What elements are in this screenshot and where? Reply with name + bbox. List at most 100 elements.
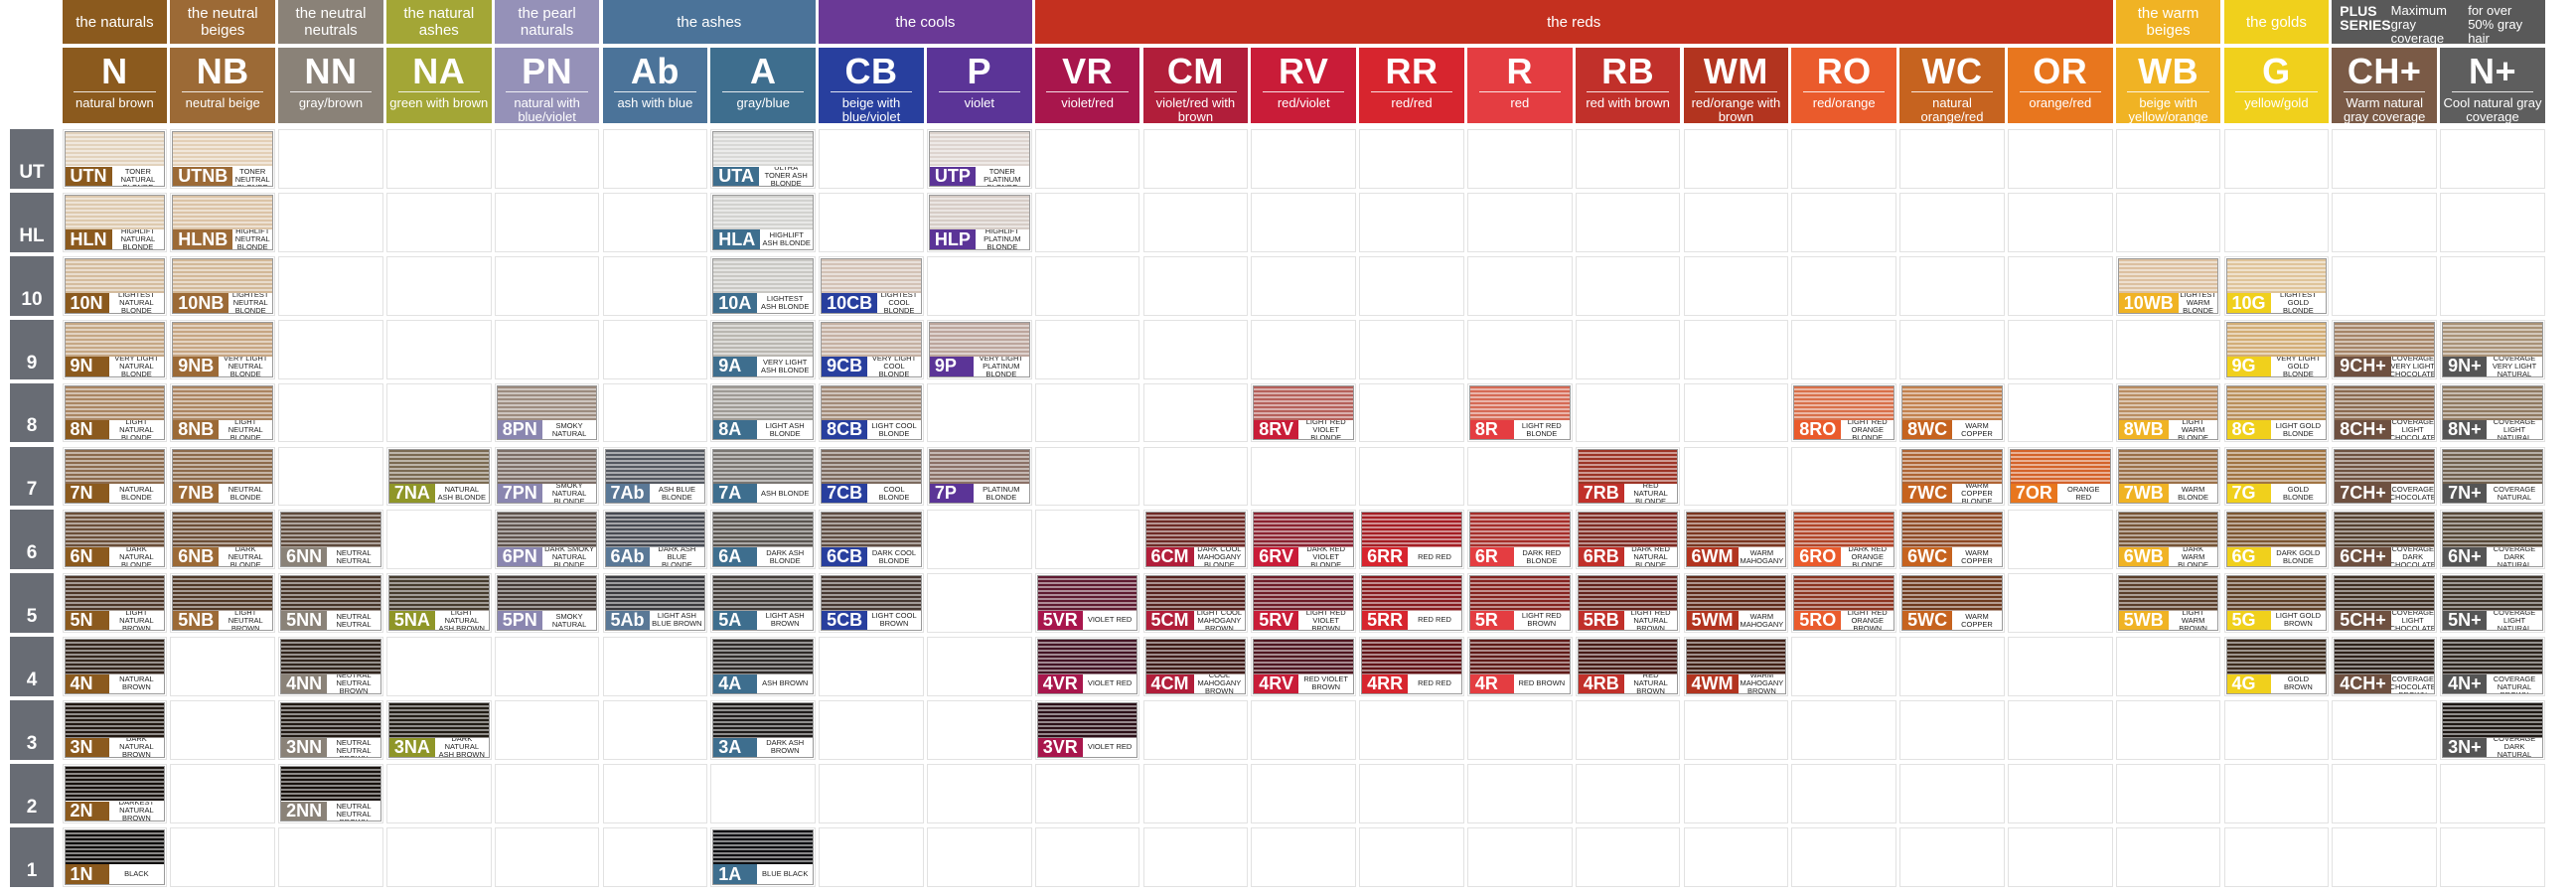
swatch-4nn[interactable]: 4NN NEUTRAL NEUTRAL BROWN — [280, 639, 381, 695]
swatch-4a[interactable]: 4A ASH BROWN — [712, 639, 815, 695]
swatch-9a[interactable]: 9A VERY LIGHT ASH BLONDE — [712, 321, 815, 377]
swatch-10n[interactable]: 10N LIGHTEST NATURAL BLONDE — [64, 257, 166, 314]
swatch-hlnb[interactable]: HLNB HIGHLIFT NEUTRAL BLONDE — [172, 194, 274, 250]
swatch-8ch-plus[interactable]: 8CH+GRAY COVERAGE LIGHT CHOCOLATE BLONDE — [2334, 384, 2436, 441]
swatch-8a[interactable]: 8A LIGHT ASH BLONDE — [712, 384, 815, 441]
swatch-5rr[interactable]: 5RR RED RED — [1361, 575, 1462, 632]
swatch-3na[interactable]: 3NA DARK NATURAL ASH BROWN — [387, 702, 490, 758]
swatch-6r[interactable]: 6R DARK RED BLONDE — [1468, 512, 1571, 568]
swatch-5ab[interactable]: 5Ab LIGHT ASH BLUE BROWN — [604, 575, 706, 632]
swatch-4n-plus[interactable]: 4N+GRAY COVERAGE NATURAL BROWN — [2442, 639, 2543, 695]
swatch-6cb[interactable]: 6CB DARK COOL BLONDE — [821, 512, 922, 568]
swatch-6nn[interactable]: 6NNDARK NEUTRAL NEUTRAL BLONDE — [280, 512, 381, 568]
swatch-hlp[interactable]: HLP HIGHLIFT PLATINUM BLONDE — [928, 194, 1030, 250]
swatch-1a[interactable]: 1A BLUE BLACK — [712, 828, 815, 885]
swatch-8cb[interactable]: 8CB LIGHT COOL BLONDE — [821, 384, 922, 441]
swatch-6ch-plus[interactable]: 6CH+GRAY COVERAGE DARK CHOCOLATE BLONDE — [2334, 512, 2436, 568]
swatch-7g[interactable]: 7G GOLD BLONDE — [2225, 448, 2328, 505]
swatch-9p[interactable]: 9P VERY LIGHT PLATINUM BLONDE — [928, 321, 1030, 377]
swatch-7rb[interactable]: 7RB RED NATURAL BLONDE — [1577, 448, 1679, 505]
swatch-8rv[interactable]: 8RV LIGHT RED VIOLET BLONDE — [1253, 384, 1355, 441]
swatch-7or[interactable]: 7OR ORANGE RED — [2009, 448, 2111, 505]
swatch-5r[interactable]: 5R LIGHT RED BROWN — [1468, 575, 1571, 632]
swatch-5cm[interactable]: 5CM LIGHT COOL MAHOGANY BROWN — [1144, 575, 1247, 632]
swatch-6wb[interactable]: 6WB DARK WARM BLONDE — [2117, 512, 2219, 568]
swatch-3n[interactable]: 3N DARK NATURAL BROWN — [64, 702, 166, 758]
swatch-5ch-plus[interactable]: 5CH+GRAY COVERAGE LIGHT CHOCOLATE BROWN — [2334, 575, 2436, 632]
swatch-4rr[interactable]: 4RR RED RED — [1361, 639, 1462, 695]
swatch-7cb[interactable]: 7CB COOL BLONDE — [821, 448, 922, 505]
swatch-6rb[interactable]: 6RB DARK RED NATURAL BLONDE — [1577, 512, 1679, 568]
swatch-6g[interactable]: 6G DARK GOLD BLONDE — [2225, 512, 2328, 568]
swatch-9nb[interactable]: 9NB VERY LIGHT NEUTRAL BLONDE — [172, 321, 274, 377]
swatch-6wc[interactable]: 6WCDARK WARM COPPER BLONDE — [1901, 512, 2003, 568]
swatch-6a[interactable]: 6A DARK ASH BLONDE — [712, 512, 815, 568]
swatch-10g[interactable]: 10G LIGHTEST GOLD BLONDE — [2225, 257, 2328, 314]
swatch-7a[interactable]: 7A ASH BLONDE — [712, 448, 815, 505]
swatch-5nn[interactable]: 5NNLIGHT NEUTRAL NEUTRAL BROWN — [280, 575, 381, 632]
swatch-7wc[interactable]: 7WC WARM COPPER BLONDE — [1901, 448, 2003, 505]
swatch-hln[interactable]: HLN HIGHLIFT NATURAL BLONDE — [64, 194, 166, 250]
swatch-10wb[interactable]: 10WB LIGHTEST WARM BLONDE — [2117, 257, 2219, 314]
swatch-8wc[interactable]: 8WCLIGHT WARM COPPER BLONDE — [1901, 384, 2003, 441]
swatch-3nn[interactable]: 3NNDARK NEUTRAL NEUTRAL BROWN — [280, 702, 381, 758]
swatch-6ro[interactable]: 6RO DARK RED ORANGE BLONDE — [1793, 512, 1895, 568]
swatch-7n-plus[interactable]: 7N+GRAY COVERAGE NATURAL BLONDE — [2442, 448, 2543, 505]
swatch-4wm[interactable]: 4WM WARM MAHOGANY BROWN — [1685, 639, 1787, 695]
swatch-5cb[interactable]: 5CB LIGHT COOL BROWN — [821, 575, 922, 632]
swatch-7p[interactable]: 7P PLATINUM BLONDE — [928, 448, 1030, 505]
swatch-10a[interactable]: 10A LIGHTEST ASH BLONDE — [712, 257, 815, 314]
swatch-5wb[interactable]: 5WB LIGHT WARM BROWN — [2117, 575, 2219, 632]
swatch-4g[interactable]: 4G GOLD BROWN — [2225, 639, 2328, 695]
swatch-3a[interactable]: 3A DARK ASH BROWN — [712, 702, 815, 758]
swatch-5n[interactable]: 5N LIGHT NATURAL BROWN — [64, 575, 166, 632]
swatch-4r[interactable]: 4R RED BROWN — [1468, 639, 1571, 695]
swatch-3n-plus[interactable]: 3N+GRAY COVERAGE DARK NATURAL BROWN — [2442, 702, 2543, 758]
swatch-8wb[interactable]: 8WB LIGHT WARM BLONDE — [2117, 384, 2219, 441]
swatch-4vr[interactable]: 4VR VIOLET RED — [1036, 639, 1138, 695]
swatch-5n-plus[interactable]: 5N+GRAY COVERAGE LIGHT NATURAL BROWN — [2442, 575, 2543, 632]
swatch-6ab[interactable]: 6Ab DARK ASH BLUE BLONDE — [604, 512, 706, 568]
swatch-3vr[interactable]: 3VR VIOLET RED — [1036, 702, 1138, 758]
swatch-6wm[interactable]: 6WMDARK WARM MAHOGANY BLONDE — [1685, 512, 1787, 568]
swatch-8r[interactable]: 8R LIGHT RED BLONDE — [1468, 384, 1571, 441]
swatch-9n[interactable]: 9N VERY LIGHT NATURAL BLONDE — [64, 321, 166, 377]
swatch-8ro[interactable]: 8RO LIGHT RED ORANGE BLONDE — [1793, 384, 1895, 441]
swatch-utnb[interactable]: UTNBULTRA TONER NEUTRAL BLONDE — [172, 131, 274, 187]
swatch-7na[interactable]: 7NA NATURAL ASH BLONDE — [387, 448, 490, 505]
swatch-7wb[interactable]: 7WB WARM BLONDE — [2117, 448, 2219, 505]
swatch-5rb[interactable]: 5RB LIGHT RED NATURAL BROWN — [1577, 575, 1679, 632]
swatch-5na[interactable]: 5NA LIGHT NATURAL ASH BROWN — [387, 575, 490, 632]
swatch-5ro[interactable]: 5RO LIGHT RED ORANGE BROWN — [1793, 575, 1895, 632]
swatch-5nb[interactable]: 5NB LIGHT NEUTRAL BROWN — [172, 575, 274, 632]
swatch-10nb[interactable]: 10NB LIGHTEST NEUTRAL BLONDE — [172, 257, 274, 314]
swatch-7ch-plus[interactable]: 7CH+GRAY COVERAGE CHOCOLATE BLONDE — [2334, 448, 2436, 505]
swatch-6cm[interactable]: 6CM DARK COOL MAHOGANY BLONDE — [1144, 512, 1247, 568]
swatch-6rv[interactable]: 6RV DARK RED VIOLET BLONDE — [1253, 512, 1355, 568]
swatch-4cm[interactable]: 4CM COOL MAHOGANY BROWN — [1144, 639, 1247, 695]
swatch-utn[interactable]: UTNULTRA TONER NATURAL BLONDE — [64, 131, 166, 187]
swatch-4rb[interactable]: 4RB RED NATURAL BROWN — [1577, 639, 1679, 695]
swatch-8nb[interactable]: 8NB LIGHT NEUTRAL BLONDE — [172, 384, 274, 441]
swatch-6rr[interactable]: 6RR RED RED — [1361, 512, 1462, 568]
swatch-7pn[interactable]: 7PN SMOKY NATURAL BLONDE — [496, 448, 598, 505]
swatch-5wm[interactable]: 5WMLIGHT WARM MAHOGANY BROWN — [1685, 575, 1787, 632]
swatch-5vr[interactable]: 5VR VIOLET RED — [1036, 575, 1138, 632]
swatch-9cb[interactable]: 9CB VERY LIGHT COOL BLONDE — [821, 321, 922, 377]
swatch-6nb[interactable]: 6NB DARK NEUTRAL BLONDE — [172, 512, 274, 568]
swatch-uta[interactable]: UTA ULTRA TONER ASH BLONDE — [712, 131, 815, 187]
swatch-10cb[interactable]: 10CB LIGHTEST COOL BLONDE — [821, 257, 922, 314]
swatch-2n[interactable]: 2N DARKEST NATURAL BROWN — [64, 766, 166, 821]
swatch-6n[interactable]: 6N DARK NATURAL BLONDE — [64, 512, 166, 568]
swatch-6n-plus[interactable]: 6N+GRAY COVERAGE DARK NATURAL BLONDE — [2442, 512, 2543, 568]
swatch-4n[interactable]: 4N NATURAL BROWN — [64, 639, 166, 695]
swatch-2nn[interactable]: 2NNDARKEST NEUTRAL NEUTRAL BROWN — [280, 766, 381, 821]
swatch-4rv[interactable]: 4RV RED VIOLET BROWN — [1253, 639, 1355, 695]
swatch-7nb[interactable]: 7NB NEUTRAL BLONDE — [172, 448, 274, 505]
swatch-8pn[interactable]: 8PNLIGHT SMOKY NATURAL BLONDE — [496, 384, 598, 441]
swatch-utp[interactable]: UTPULTRA TONER PLATINUM BLONDE — [928, 131, 1030, 187]
swatch-7n[interactable]: 7N NATURAL BLONDE — [64, 448, 166, 505]
swatch-8n-plus[interactable]: 8N+GRAY COVERAGE LIGHT NATURAL BLONDE — [2442, 384, 2543, 441]
swatch-9n-plus[interactable]: 9N+GRAY COVERAGE VERY LIGHT NATURAL BLON… — [2442, 321, 2543, 377]
swatch-4ch-plus[interactable]: 4CH+GRAY COVERAGE CHOCOLATE BROWN — [2334, 639, 2436, 695]
